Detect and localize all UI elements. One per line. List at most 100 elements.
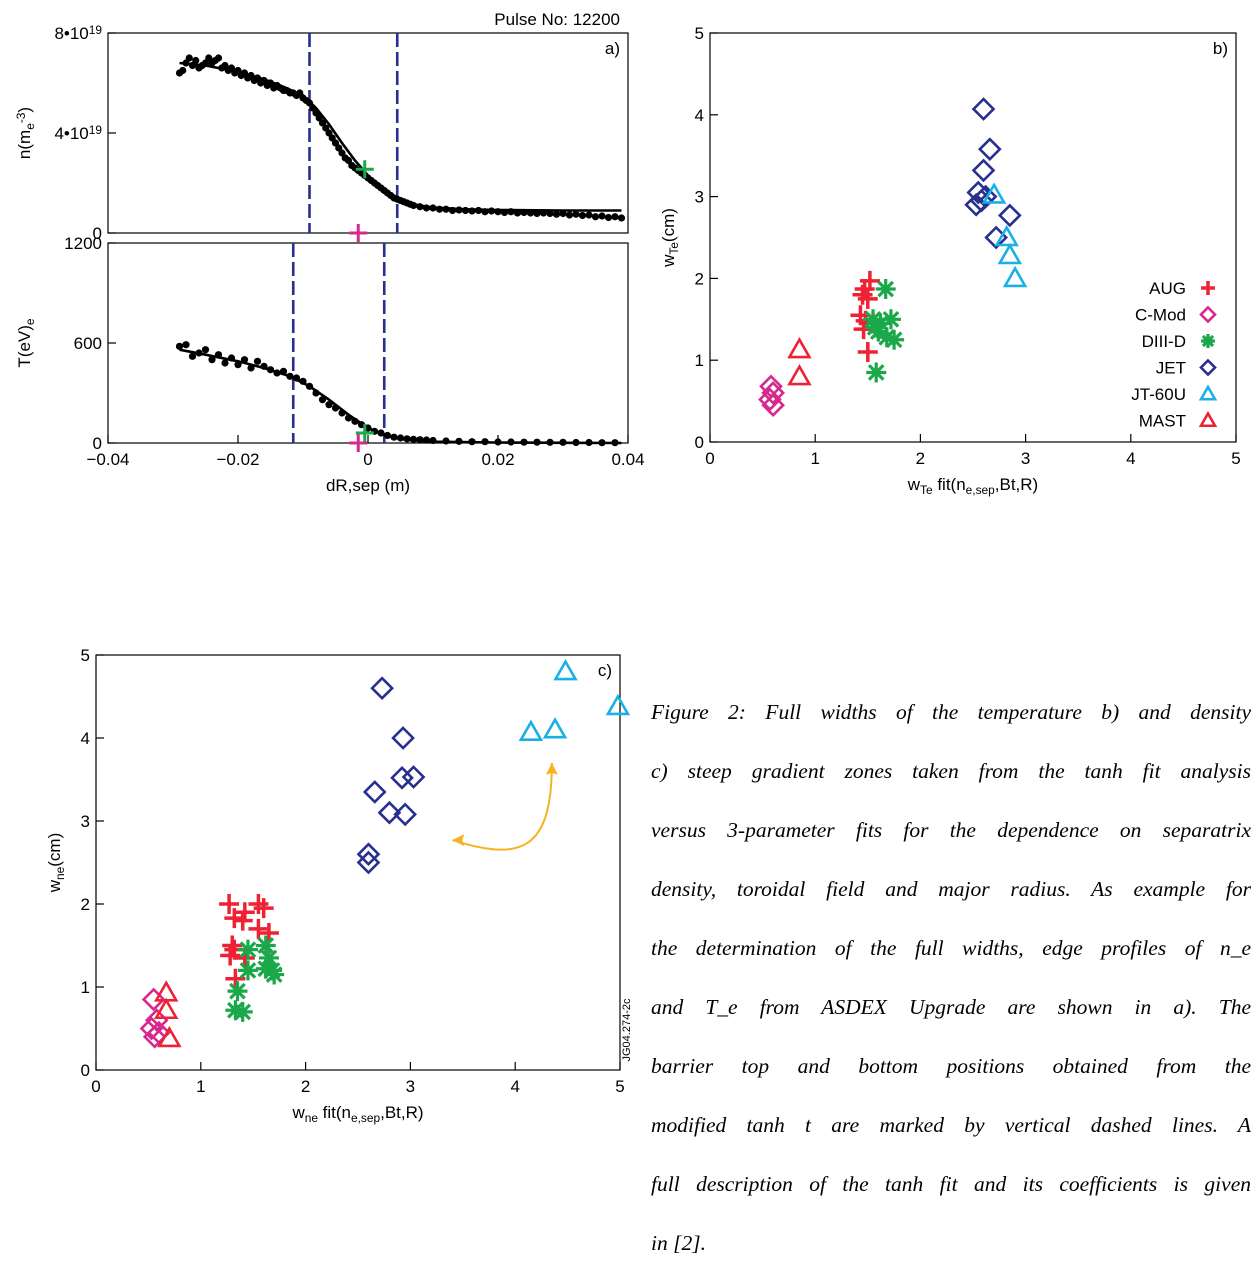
data-point: [604, 213, 613, 222]
point-jt-60u: [518, 719, 544, 741]
legend-label: AUG: [1149, 279, 1186, 298]
legend-marker: [1198, 384, 1218, 401]
legend-marker: [1201, 281, 1215, 295]
point-diii-d: [255, 935, 276, 956]
legend-marker: [1199, 305, 1217, 324]
panel-label: a): [605, 39, 620, 58]
y-tick-label: 0: [695, 433, 704, 452]
point-aug: [220, 945, 241, 966]
point-jet: [971, 158, 996, 183]
point-aug: [859, 270, 880, 291]
y-tick-label: 0: [93, 434, 102, 453]
arrow-head: [545, 762, 558, 775]
data-point: [192, 56, 200, 65]
data-point: [617, 214, 626, 222]
data-point: [214, 54, 223, 62]
point-aug: [253, 898, 274, 919]
point-jet: [356, 842, 381, 867]
y-axis-label: wne(cm): [45, 833, 67, 894]
point-jet: [370, 676, 394, 701]
point-jet: [971, 97, 996, 121]
data-point: [552, 210, 561, 218]
legend-label: JT-60U: [1131, 385, 1186, 404]
y-axis-label: wTe(cm): [659, 208, 681, 268]
x-tick-label: 0: [705, 449, 714, 468]
legend-marker: [1201, 334, 1215, 348]
data-point: [578, 211, 587, 220]
data-point: [201, 346, 210, 354]
point-diii-d: [237, 939, 258, 960]
point-mast: [787, 363, 812, 386]
x-tick-label: 4: [510, 1077, 519, 1096]
x-tick-label: 0: [91, 1077, 100, 1096]
caption-line-4: density, toroidal field and major radius…: [651, 876, 1251, 901]
point-jet: [362, 780, 387, 804]
data-point: [179, 66, 187, 75]
x-tick-label: −0.02: [216, 450, 259, 469]
data-point: [533, 209, 541, 218]
x-tick-label: 2: [916, 449, 925, 468]
point-jt-60u: [997, 242, 1023, 265]
legend-marker: [1198, 410, 1218, 428]
caption-line-5: the determination of the full widths, ed…: [651, 935, 1251, 960]
x-tick-label: 1: [196, 1077, 205, 1096]
point-diii-d: [875, 279, 896, 300]
point-diii-d: [225, 1000, 246, 1021]
x-tick-label: 5: [1231, 449, 1240, 468]
y-axis-label: n(me-3): [14, 107, 37, 159]
point-aug: [258, 923, 279, 944]
pulse-annotation: Pulse No: 12200: [494, 10, 620, 29]
x-tick-label: 1: [810, 449, 819, 468]
y-axis-label: T(eV)e: [15, 318, 37, 368]
point-aug: [857, 288, 878, 309]
plot-frame: [95, 654, 621, 1071]
point-mast: [157, 1025, 182, 1048]
caption-line-2: c) steep gradient zones taken from the t…: [651, 758, 1251, 783]
chart-a-temperature: 0 600 1200 −0.04 −0.02 0 0.02 0.04 dR,sep (m) T(e…: [15, 234, 645, 495]
data-point: [188, 352, 197, 360]
point-jet: [390, 766, 414, 790]
point-jt-60u: [981, 182, 1007, 204]
y-tick-label: 4: [695, 106, 704, 125]
y-tick-label: 3: [695, 188, 704, 207]
x-tick-label: 5: [615, 1077, 624, 1096]
data-point: [585, 211, 593, 219]
point-jt-60u: [994, 224, 1019, 247]
legend-label: DIII-D: [1142, 332, 1186, 351]
data-point: [253, 357, 262, 365]
point-aug: [857, 342, 878, 363]
y-tick-label: 4•1019: [54, 123, 102, 143]
y-tick-label: 1200: [64, 234, 102, 253]
point-jt-60u: [553, 658, 578, 681]
data-point: [565, 211, 574, 219]
panel-label: b): [1213, 39, 1228, 58]
fit-curve: [179, 61, 622, 212]
figure-id-label: JG04.274-2c: [621, 998, 633, 1061]
x-tick-label: 2: [301, 1077, 310, 1096]
x-axis-label: wTe fit(ne,sep,Bt,R): [907, 475, 1038, 497]
point-diii-d: [232, 1001, 253, 1022]
point-diii-d: [880, 309, 901, 330]
point-diii-d: [255, 958, 276, 979]
caption-line-8: modified tanh t are marked by vertical d…: [651, 1112, 1251, 1137]
point-diii-d: [258, 947, 279, 968]
caption-line-7: barrier top and bottom positions obtaine…: [651, 1053, 1251, 1078]
figure-canvas: 0 4•1019 8•1019 n(me-3) a) Pulse No: 12200 0 60…: [14, 10, 1241, 1125]
point-mast: [153, 997, 179, 1020]
legend: AUG C-Mod DIII-D JET JT-60U MAST: [1131, 279, 1218, 431]
point-aug: [248, 918, 269, 939]
annotation-arrow: [452, 762, 553, 851]
point-diii-d: [884, 329, 905, 350]
point-diii-d: [863, 309, 884, 330]
pedestal-marker: [355, 160, 374, 179]
point-jet: [966, 180, 991, 205]
x-tick-label: 3: [406, 1077, 415, 1096]
chart-a-density: 0 4•1019 8•1019 n(me-3) a) Pulse No: 12200: [14, 10, 629, 243]
point-diii-d: [264, 964, 285, 985]
point-jet: [401, 765, 426, 789]
point-c-mod: [758, 387, 782, 412]
data-point: [572, 210, 580, 218]
point-diii-d: [866, 362, 887, 383]
point-aug: [219, 894, 240, 914]
fit-curve: [179, 348, 622, 445]
